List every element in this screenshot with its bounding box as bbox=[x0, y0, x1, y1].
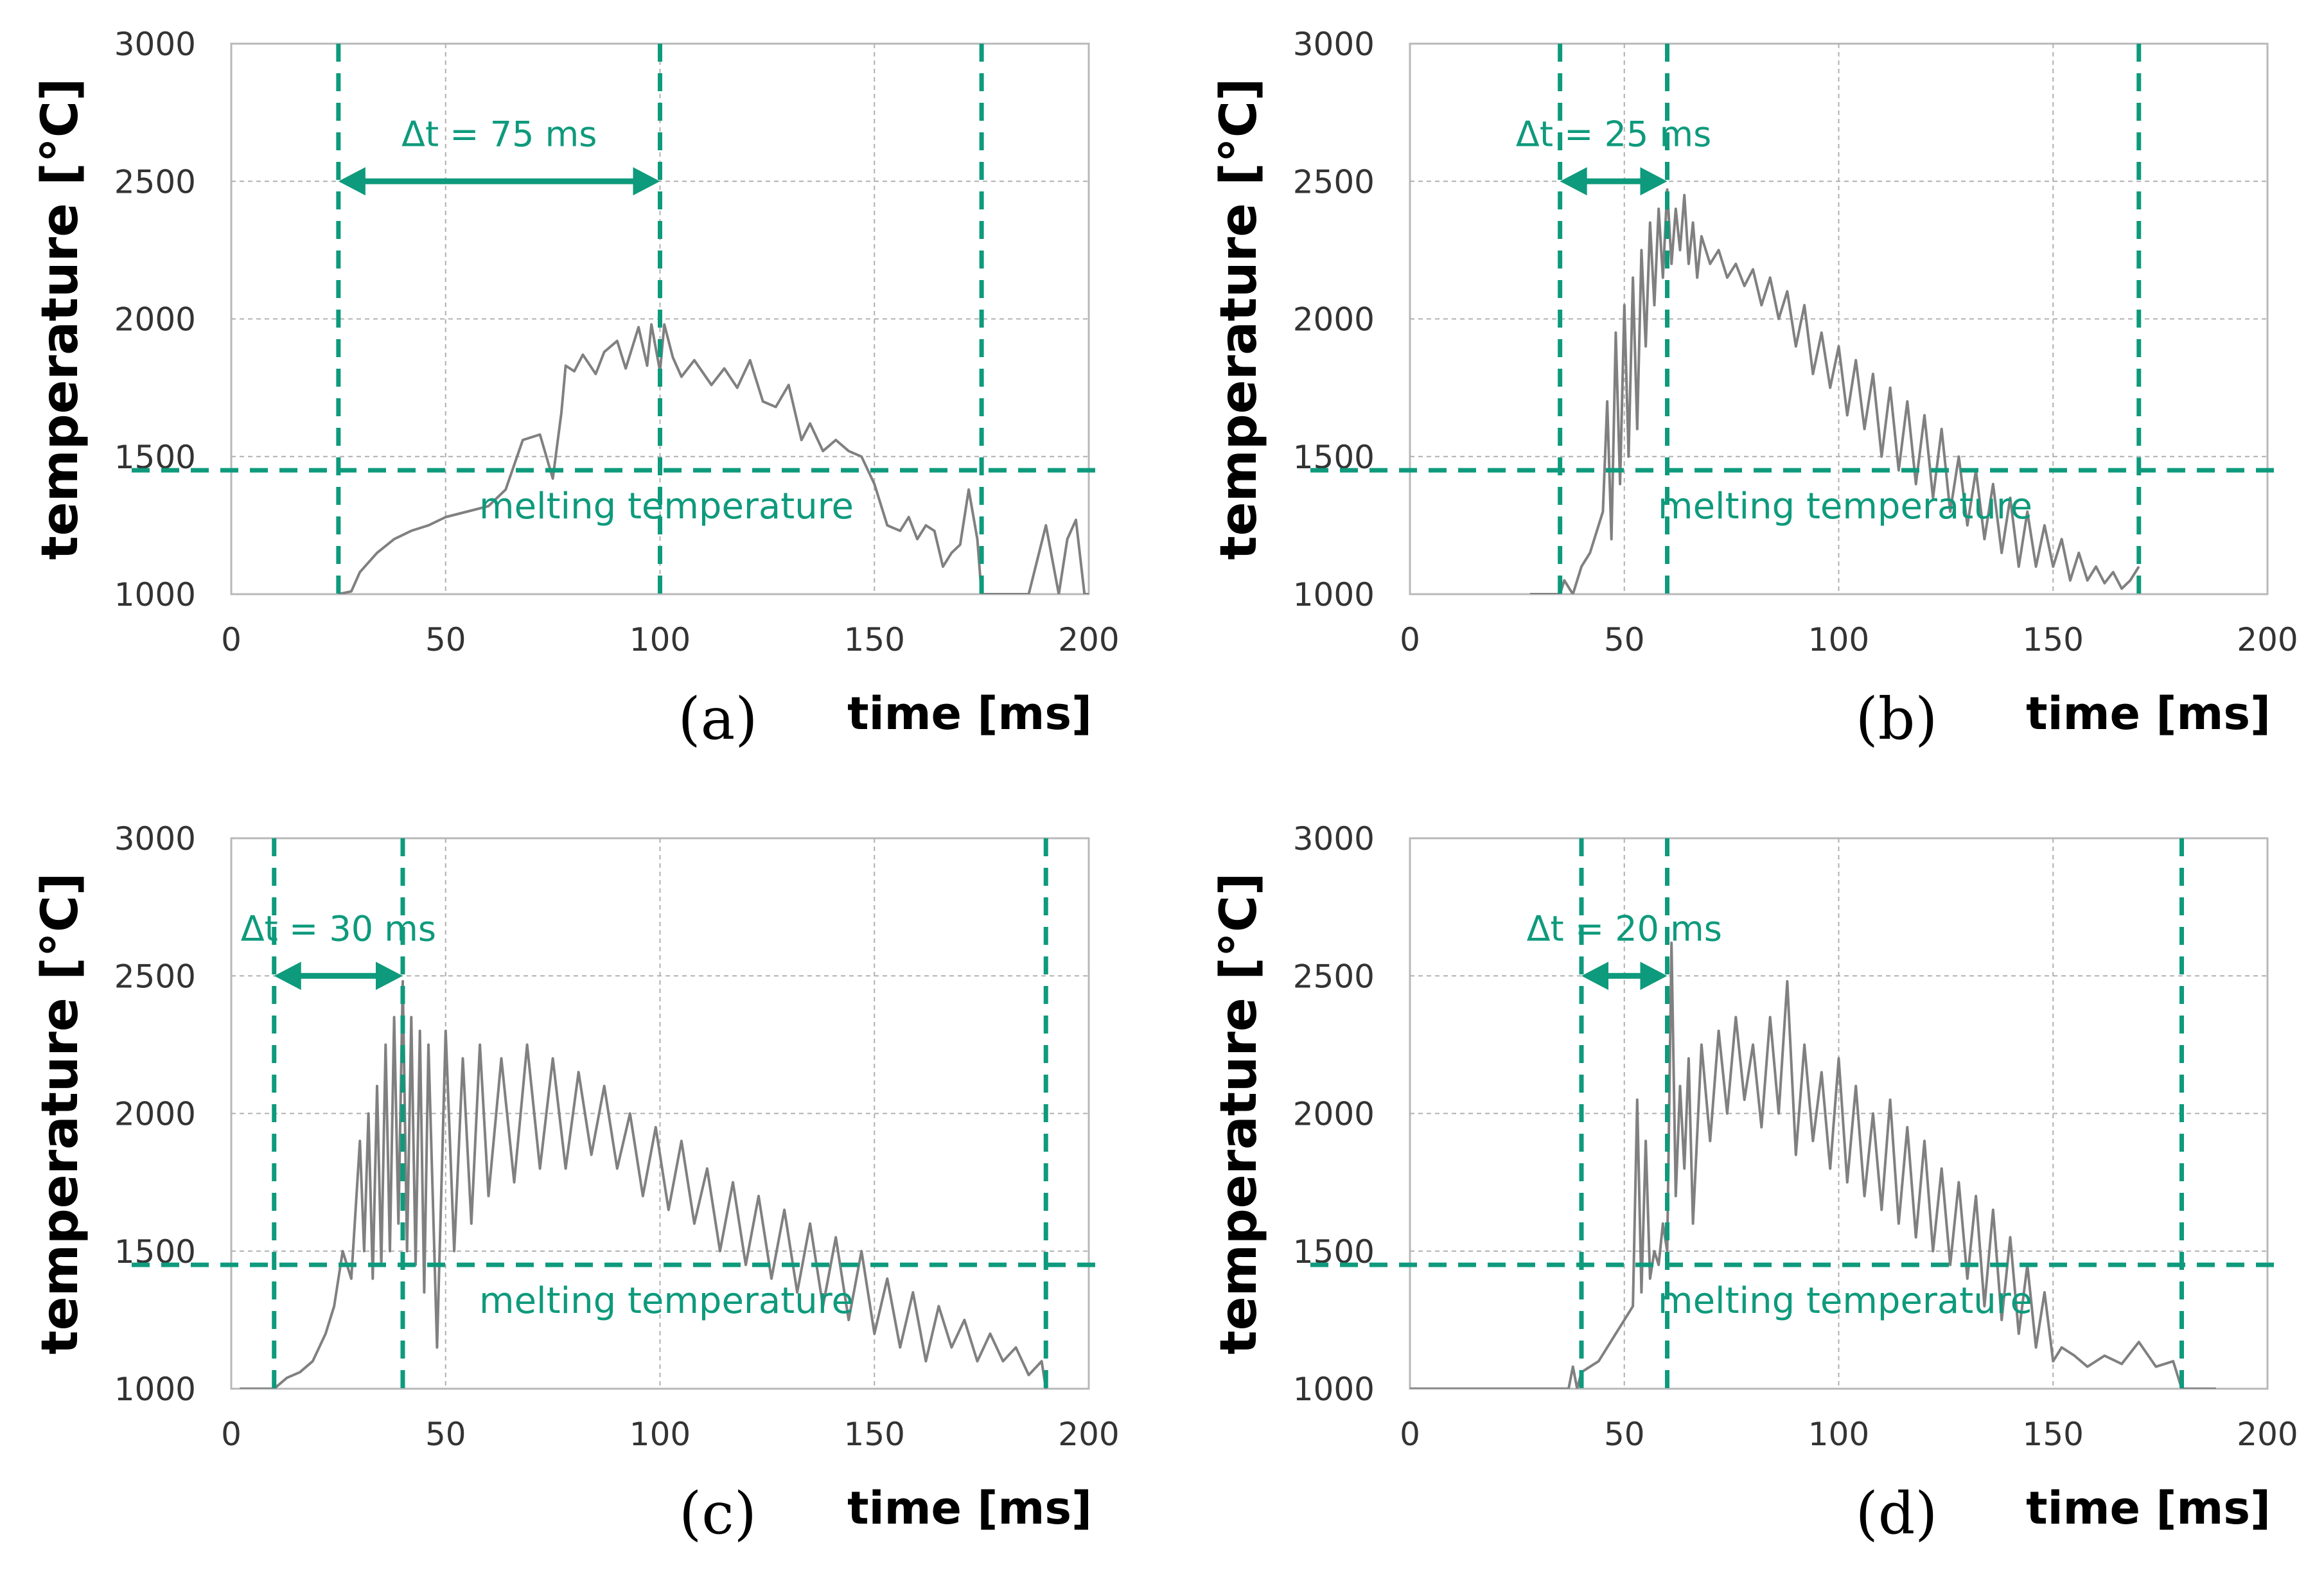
y-tick-label: 2000 bbox=[1293, 1096, 1375, 1133]
x-tick-label: 150 bbox=[2023, 1416, 2084, 1453]
panel-label: (c) bbox=[679, 1480, 757, 1547]
x-tick-label: 0 bbox=[221, 621, 242, 658]
y-tick-label: 1500 bbox=[1293, 439, 1375, 476]
x-axis-title: time [ms] bbox=[847, 687, 1092, 740]
y-tick-label: 3000 bbox=[1293, 26, 1375, 63]
delta-arrow-right-head bbox=[633, 167, 660, 196]
delta-label: Δt = 75 ms bbox=[401, 114, 597, 154]
x-tick-label: 50 bbox=[425, 1416, 466, 1453]
y-tick-label: 2500 bbox=[114, 163, 196, 200]
y-axis-title: temperature [°C] bbox=[31, 872, 89, 1354]
x-tick-label: 150 bbox=[844, 1416, 905, 1453]
melting-temperature-label: melting temperature bbox=[479, 1280, 854, 1322]
x-tick-label: 100 bbox=[1808, 1416, 1869, 1453]
delta-arrow-left-head bbox=[1581, 962, 1608, 990]
x-tick-label: 50 bbox=[1604, 1416, 1645, 1453]
panel-c: 0 50 100 150 200 1000 1500 2000 2500 3000 temperat… bbox=[31, 820, 1120, 1547]
y-tick-label: 3000 bbox=[1293, 820, 1375, 858]
x-tick-label: 150 bbox=[844, 621, 905, 658]
delta-arrow-left-head bbox=[338, 167, 365, 196]
x-tick-label: 150 bbox=[2023, 621, 2084, 658]
y-tick-label: 2500 bbox=[1293, 163, 1375, 200]
panel-label: (a) bbox=[678, 685, 758, 753]
y-tick-label: 3000 bbox=[114, 26, 196, 63]
delta-arrow-right-head bbox=[1640, 167, 1668, 196]
x-axis-title: time [ms] bbox=[2026, 1482, 2271, 1535]
y-tick-label: 1500 bbox=[114, 1233, 196, 1271]
y-tick-label: 2500 bbox=[114, 958, 196, 995]
y-tick-label: 1000 bbox=[1293, 576, 1375, 613]
x-tick-label: 200 bbox=[1058, 1416, 1119, 1453]
delta-arrow-left-head bbox=[1560, 167, 1587, 196]
x-tick-label: 200 bbox=[2237, 621, 2298, 658]
x-tick-label: 100 bbox=[1808, 621, 1869, 658]
x-tick-label: 100 bbox=[629, 621, 691, 658]
x-axis-title: time [ms] bbox=[2026, 687, 2271, 740]
melting-temperature-label: melting temperature bbox=[1658, 1280, 2032, 1322]
panel-b: 0 50 100 150 200 1000 1500 2000 2500 3000 temperat… bbox=[1210, 26, 2298, 753]
x-tick-label: 0 bbox=[1400, 1416, 1420, 1453]
delta-label: Δt = 25 ms bbox=[1516, 114, 1711, 154]
x-tick-label: 200 bbox=[2237, 1416, 2298, 1453]
series-line-temperature bbox=[240, 980, 1048, 1389]
y-tick-label: 1000 bbox=[1293, 1371, 1375, 1408]
delta-arrow-right-head bbox=[376, 962, 403, 990]
x-tick-label: 50 bbox=[1604, 621, 1645, 658]
panel-d: 0 50 100 150 200 1000 1500 2000 2500 3000 temperat… bbox=[1210, 820, 2298, 1547]
y-axis-title: temperature [°C] bbox=[1210, 872, 1268, 1354]
y-tick-label: 2000 bbox=[1293, 301, 1375, 339]
delta-label: Δt = 20 ms bbox=[1527, 908, 1722, 949]
x-tick-label: 100 bbox=[629, 1416, 691, 1453]
y-axis-title: temperature [°C] bbox=[31, 78, 89, 559]
y-tick-label: 2000 bbox=[114, 1096, 196, 1133]
y-tick-label: 2000 bbox=[114, 301, 196, 339]
melting-temperature-label: melting temperature bbox=[1658, 486, 2032, 527]
y-tick-label: 1000 bbox=[114, 576, 196, 613]
delta-arrow-right-head bbox=[1640, 962, 1668, 990]
x-tick-label: 0 bbox=[221, 1416, 242, 1453]
melting-temperature-label: melting temperature bbox=[479, 486, 854, 527]
series-line-temperature bbox=[1529, 188, 2140, 594]
series-line-temperature bbox=[338, 323, 1089, 594]
x-axis-title: time [ms] bbox=[847, 1482, 1092, 1535]
y-tick-label: 1500 bbox=[114, 439, 196, 476]
panel-a: 0 50 100 150 200 1000 1500 2000 2500 3000 temperat… bbox=[31, 26, 1120, 753]
y-axis-title: temperature [°C] bbox=[1210, 78, 1268, 559]
delta-label: Δt = 30 ms bbox=[241, 908, 436, 949]
x-tick-label: 50 bbox=[425, 621, 466, 658]
y-tick-label: 3000 bbox=[114, 820, 196, 858]
y-tick-label: 1500 bbox=[1293, 1233, 1375, 1271]
panel-label: (b) bbox=[1856, 685, 1938, 753]
series-line-temperature bbox=[1410, 941, 2216, 1389]
y-tick-label: 1000 bbox=[114, 1371, 196, 1408]
panel-label: (d) bbox=[1856, 1480, 1938, 1547]
y-tick-label: 2500 bbox=[1293, 958, 1375, 995]
delta-arrow-left-head bbox=[274, 962, 301, 990]
x-tick-label: 200 bbox=[1058, 621, 1119, 658]
x-tick-label: 0 bbox=[1400, 621, 1420, 658]
